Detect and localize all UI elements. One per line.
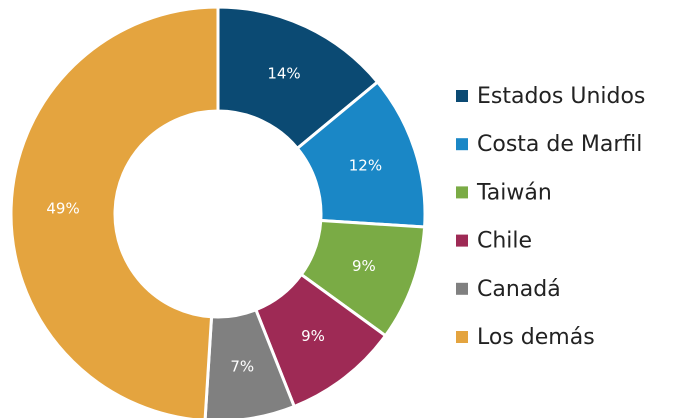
slice-label: 14% <box>267 64 300 82</box>
legend-label: Costa de Marfil <box>477 132 642 157</box>
slice-label: 9% <box>352 257 376 275</box>
slice <box>9 5 220 418</box>
slice-label: 7% <box>230 358 254 376</box>
legend-label: Chile <box>477 229 532 254</box>
legend-swatch <box>456 331 468 343</box>
slice <box>203 307 297 418</box>
legend-swatch <box>456 90 468 102</box>
slice-label: 12% <box>349 157 382 175</box>
slice-label: 49% <box>46 200 79 218</box>
slice-label: 9% <box>301 327 325 345</box>
legend-swatch <box>456 186 468 199</box>
legend-label: Canadá <box>477 277 561 302</box>
slice <box>216 5 380 151</box>
legend-swatch <box>456 234 468 247</box>
legend-swatch <box>456 138 468 151</box>
legend-label: Taiwán <box>476 180 552 205</box>
legend-swatch <box>456 282 468 295</box>
legend-label: Los demás <box>477 325 595 350</box>
legend-label: Estados Unidos <box>477 84 645 109</box>
